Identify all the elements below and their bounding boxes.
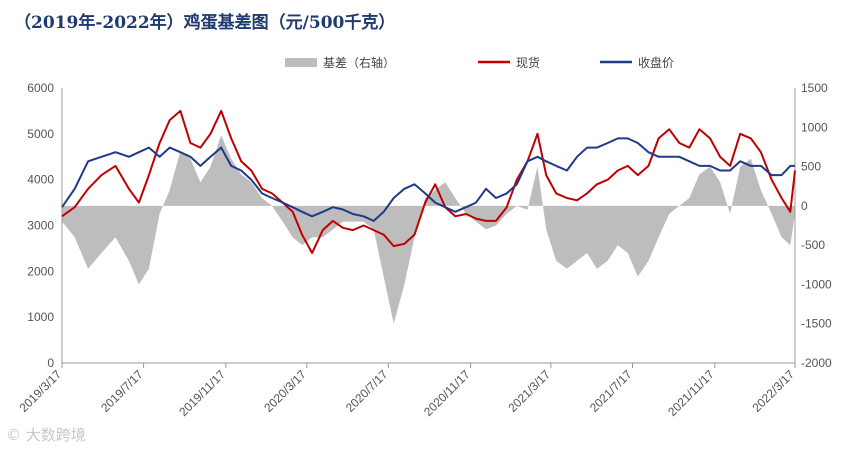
price-lines-layer [61, 109, 796, 254]
x-tick-label: 2021/11/17 [665, 367, 717, 419]
legend-swatch [285, 58, 317, 67]
y-left-tick-label: 4000 [27, 173, 54, 187]
y-right-tick-label: -1000 [801, 277, 832, 291]
y-right-tick-label: 0 [801, 199, 808, 213]
watermark-icon: © [6, 426, 21, 444]
y-right-tick-label: -2000 [801, 356, 832, 370]
y-left-tick-label: 5000 [27, 127, 54, 141]
x-tick-label: 2020/11/17 [421, 367, 473, 419]
y-left-tick-label: 1000 [27, 310, 54, 324]
x-tick-label: 2019/7/17 [98, 367, 146, 415]
x-tick-label: 2019/3/17 [16, 367, 64, 415]
axes-layer [61, 88, 796, 368]
y-left-tick-label: 0 [47, 356, 54, 370]
y-right-tick-label: 1500 [801, 81, 828, 95]
x-tick-label: 2021/7/17 [587, 367, 635, 415]
x-tick-label: 2020/7/17 [343, 367, 391, 415]
watermark-logo: © 大数跨境 [6, 424, 86, 445]
chart-legend: 基差（右轴） 现货 收盘价 [285, 55, 674, 70]
y-left-tick-label: 2000 [27, 264, 54, 278]
basis-area-layer [62, 135, 795, 324]
closing-price-line [61, 137, 795, 222]
y-right-tick-label: -500 [801, 238, 825, 252]
x-tick-label: 2022/3/17 [749, 367, 797, 415]
x-tick-label: 2020/3/17 [261, 367, 309, 415]
basis-area [62, 135, 795, 324]
y-left-tick-label: 6000 [27, 81, 54, 95]
y-left-tick-label: 3000 [27, 219, 54, 233]
chart-title: （2019年-2022年）鸡蛋基差图（元/500千克） [14, 13, 396, 33]
legend-spot: 现货 [478, 55, 540, 70]
y-right-tick-label: 1000 [801, 120, 828, 134]
watermark-text: 大数跨境 [25, 426, 86, 444]
x-tick-label: 2021/3/17 [505, 367, 553, 415]
y-right-tick-label: -1500 [801, 317, 832, 331]
legend-basis: 基差（右轴） [285, 55, 395, 70]
y-right-tick-label: 500 [801, 160, 821, 174]
legend-label: 基差（右轴） [323, 55, 395, 70]
legend-close: 收盘价 [600, 55, 674, 70]
legend-label: 现货 [516, 55, 540, 70]
spot-price-line [61, 109, 796, 254]
legend-label: 收盘价 [638, 55, 674, 70]
x-tick-label: 2019/11/17 [176, 367, 228, 419]
